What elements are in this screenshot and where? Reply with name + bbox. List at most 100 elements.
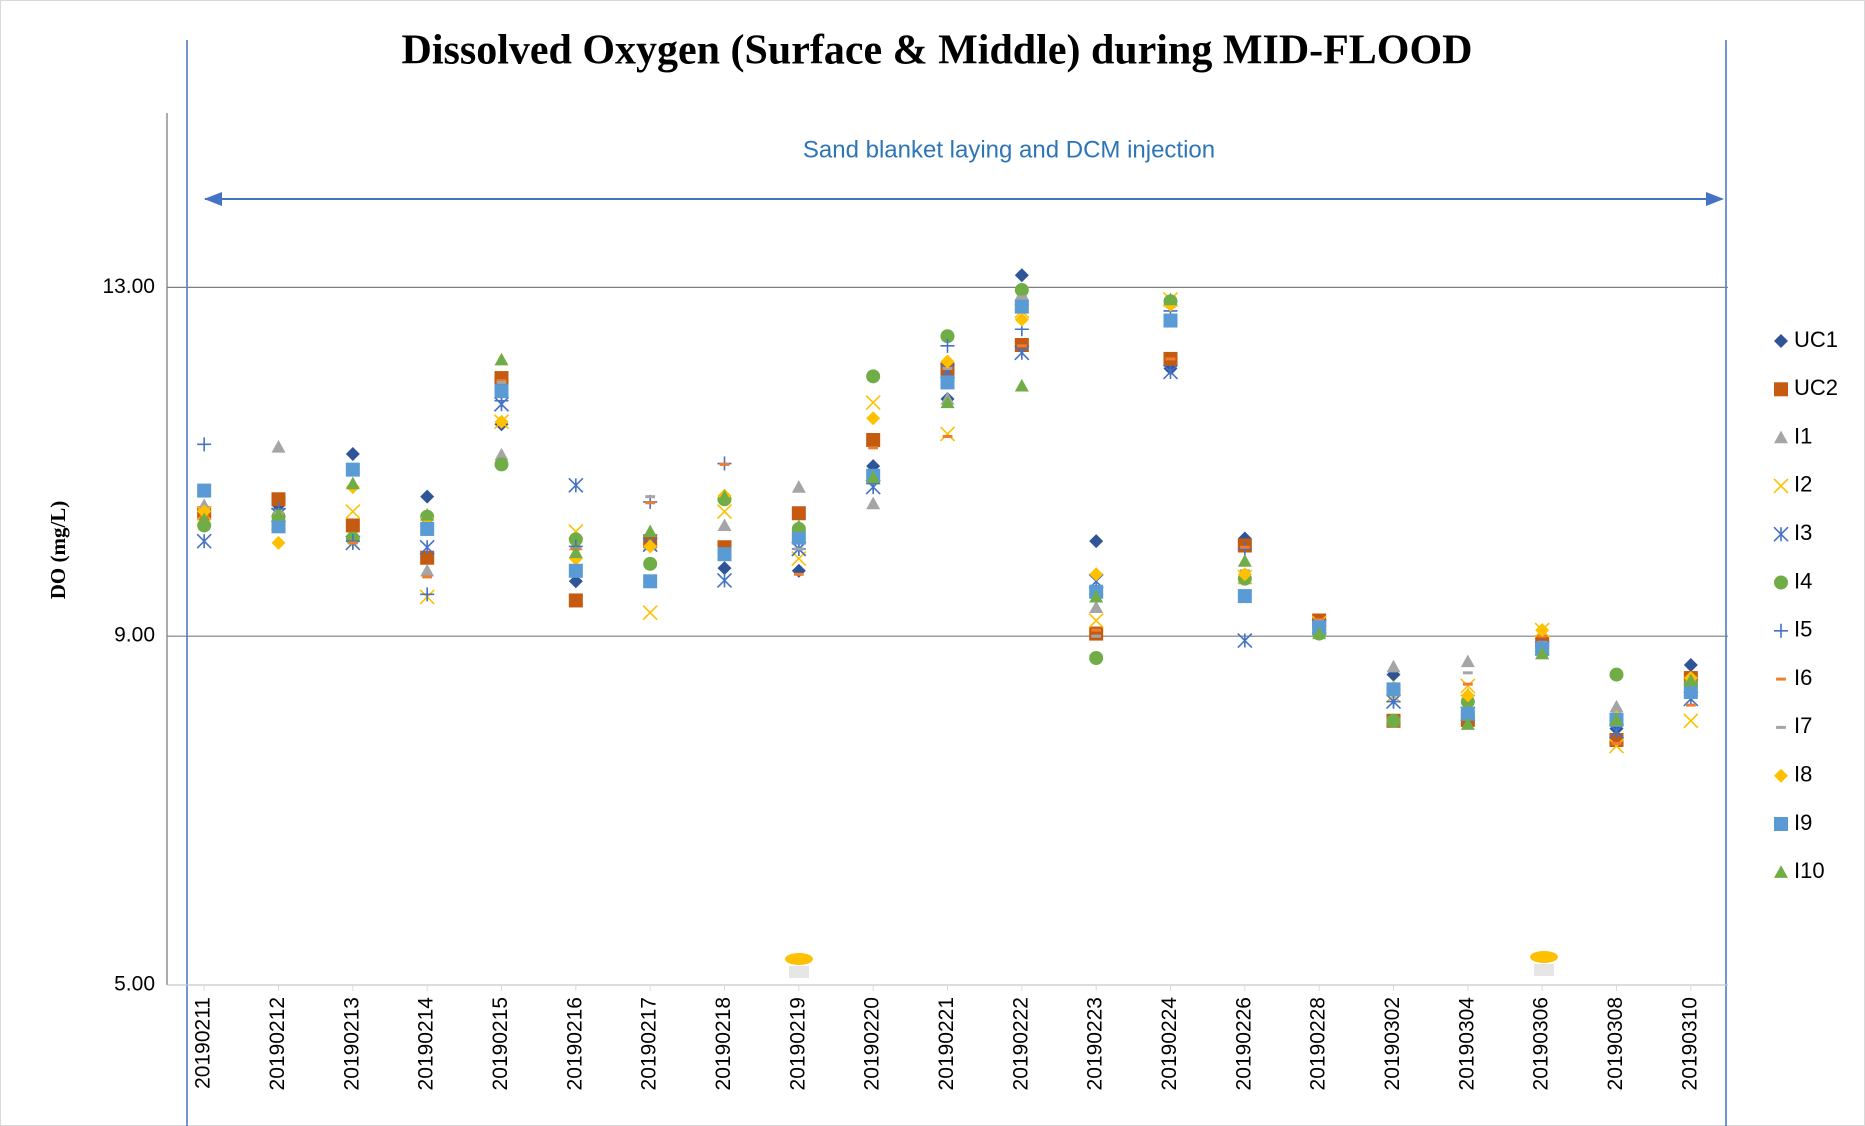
marker — [1163, 292, 1178, 306]
marker — [1608, 738, 1625, 754]
marker — [1683, 713, 1699, 729]
x-tick-label: 20190212 — [266, 997, 289, 1090]
marker — [1683, 673, 1698, 687]
marker — [642, 605, 658, 621]
weather-icon — [785, 953, 813, 978]
marker — [939, 426, 956, 442]
marker — [940, 338, 955, 353]
marker — [1609, 667, 1624, 682]
y-axis-label: DO (mg/L) — [46, 501, 70, 600]
marker — [271, 439, 286, 453]
x-tick-label: 20190218 — [712, 997, 735, 1090]
x-tick-label: 20190302 — [1381, 997, 1404, 1090]
x-tick-label: 20190213 — [340, 997, 363, 1090]
x-tick-label: 20190219 — [786, 997, 809, 1090]
marker — [1237, 567, 1252, 582]
marker — [568, 563, 583, 578]
marker — [1014, 283, 1029, 298]
y-tick-label: 9.00 — [114, 624, 155, 647]
marker — [1089, 534, 1104, 549]
marker — [494, 447, 509, 461]
marker — [1014, 299, 1029, 314]
marker — [420, 489, 435, 504]
marker — [1460, 717, 1475, 730]
marker — [1774, 575, 1788, 590]
x-tick-label: 20190214 — [415, 997, 438, 1091]
marker — [791, 530, 806, 545]
x-tick-label: 20190308 — [1604, 997, 1627, 1090]
marker — [1774, 430, 1788, 444]
marker — [1014, 312, 1029, 327]
marker — [494, 384, 509, 399]
marker — [420, 507, 435, 521]
marker — [1014, 378, 1029, 392]
marker — [345, 476, 360, 490]
chart-title: Dissolved Oxygen (Surface & Middle) duri… — [402, 28, 1473, 74]
marker — [1163, 313, 1178, 328]
x-tick-label: 20190220 — [861, 997, 884, 1090]
marker — [494, 352, 509, 366]
marker — [420, 521, 435, 536]
marker — [791, 480, 806, 493]
x-tick-label: 20190223 — [1084, 997, 1107, 1090]
legend-label: I3 — [1794, 520, 1812, 545]
marker — [940, 329, 955, 344]
marker — [866, 369, 881, 384]
marker — [345, 446, 360, 461]
marker — [643, 524, 658, 538]
marker — [1386, 694, 1401, 709]
x-tick-label: 20190217 — [638, 997, 661, 1090]
marker — [271, 492, 286, 507]
marker — [791, 506, 806, 521]
marker — [1774, 334, 1788, 348]
marker — [643, 574, 658, 589]
legend-label: I8 — [1794, 762, 1812, 787]
marker — [1683, 657, 1698, 672]
marker — [1609, 712, 1624, 726]
marker — [940, 354, 955, 369]
marker — [1162, 364, 1179, 380]
marker — [494, 457, 509, 472]
marker — [1386, 682, 1401, 697]
marker — [494, 414, 509, 429]
y-tick-label: 13.00 — [102, 275, 155, 298]
marker — [717, 489, 732, 503]
marker — [1609, 699, 1624, 713]
legend-label: I6 — [1794, 665, 1812, 690]
marker — [1386, 713, 1401, 727]
x-tick-label: 20190222 — [1009, 997, 1032, 1090]
legend-label: I5 — [1794, 617, 1812, 642]
x-tick-label: 20190216 — [563, 997, 586, 1090]
marker — [791, 519, 806, 532]
marker — [197, 512, 212, 525]
marker — [345, 503, 361, 520]
legend-label: I10 — [1794, 858, 1825, 883]
marker — [1237, 554, 1252, 567]
marker — [1089, 651, 1104, 666]
x-tick-label: 20190215 — [489, 997, 512, 1090]
marker — [717, 547, 732, 562]
marker — [1774, 817, 1788, 831]
marker — [716, 572, 733, 588]
marker — [197, 504, 212, 519]
marker — [420, 587, 435, 602]
marker — [271, 519, 286, 534]
marker — [865, 394, 881, 411]
marker — [1773, 478, 1789, 494]
marker — [1237, 542, 1252, 556]
marker — [1774, 768, 1788, 783]
marker — [1683, 685, 1698, 700]
marker — [1014, 268, 1029, 283]
x-tick-label: 20190306 — [1530, 997, 1553, 1090]
x-tick-label: 20190226 — [1232, 997, 1255, 1090]
marker — [1089, 567, 1104, 582]
marker — [1237, 632, 1253, 649]
marker — [866, 496, 881, 510]
marker — [1460, 688, 1475, 703]
marker — [1386, 659, 1401, 673]
marker — [196, 533, 212, 549]
marker — [1460, 678, 1476, 694]
legend-label: I7 — [1794, 713, 1812, 738]
marker — [271, 535, 286, 550]
